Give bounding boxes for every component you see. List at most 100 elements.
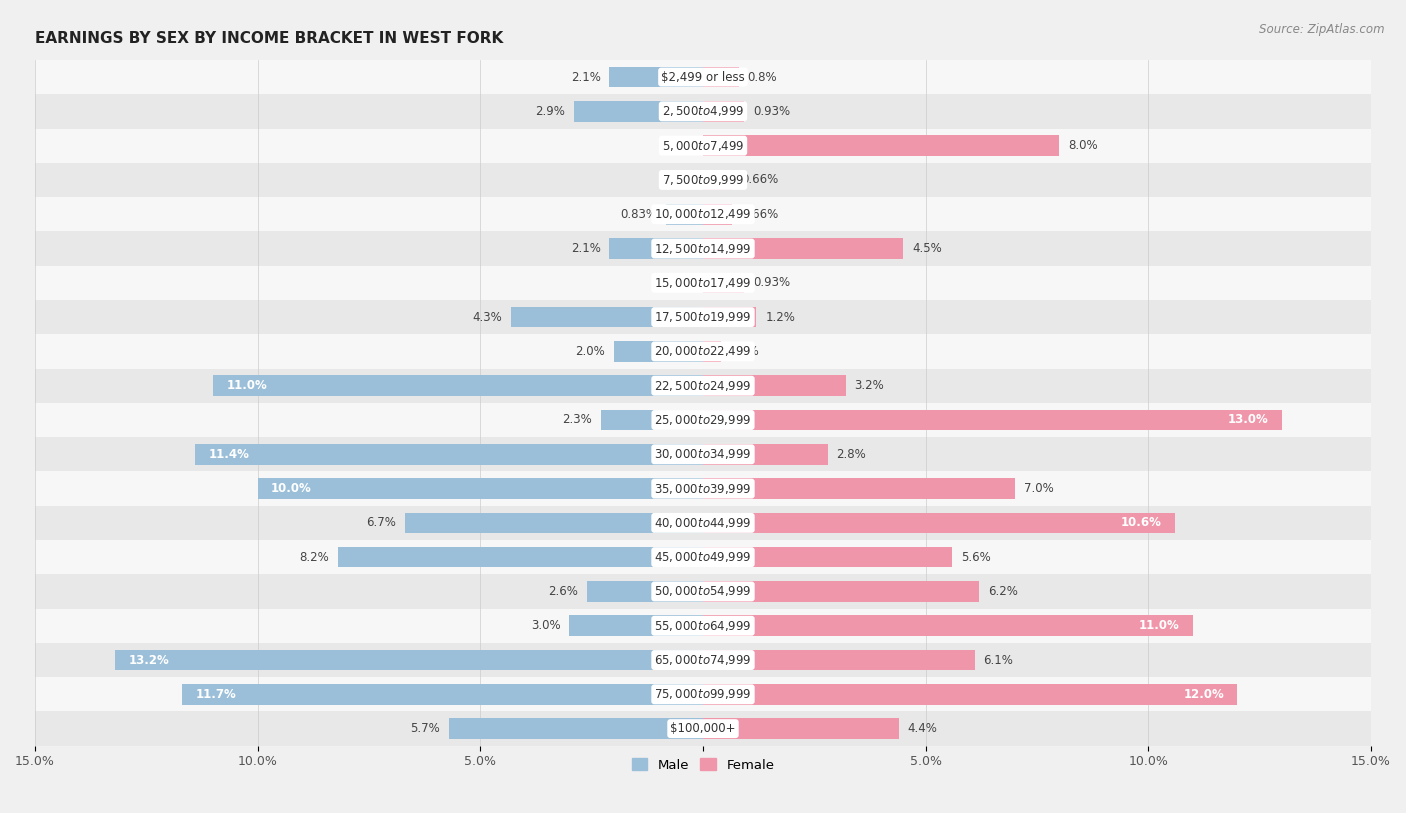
Bar <box>588 581 703 602</box>
Text: 5.7%: 5.7% <box>411 722 440 735</box>
Bar <box>35 368 1371 403</box>
Bar <box>35 643 1371 677</box>
Bar <box>405 512 703 533</box>
Bar <box>35 472 1371 506</box>
Bar <box>703 650 974 671</box>
Bar <box>35 540 1371 574</box>
Bar <box>35 574 1371 609</box>
Text: $22,500 to $24,999: $22,500 to $24,999 <box>654 379 752 393</box>
Text: $100,000+: $100,000+ <box>671 722 735 735</box>
Text: $2,500 to $4,999: $2,500 to $4,999 <box>662 104 744 119</box>
Text: 11.4%: 11.4% <box>208 448 249 461</box>
Text: 4.4%: 4.4% <box>908 722 938 735</box>
Text: 10.6%: 10.6% <box>1121 516 1161 529</box>
Text: 12.0%: 12.0% <box>1184 688 1225 701</box>
Bar <box>569 615 703 636</box>
Bar <box>703 719 898 739</box>
Text: 0.83%: 0.83% <box>620 208 657 221</box>
Text: 0.66%: 0.66% <box>741 208 779 221</box>
Text: 6.7%: 6.7% <box>366 516 395 529</box>
Bar <box>35 128 1371 163</box>
Bar <box>35 506 1371 540</box>
Text: $25,000 to $29,999: $25,000 to $29,999 <box>654 413 752 427</box>
Bar <box>609 238 703 259</box>
Bar <box>703 67 738 87</box>
Text: $65,000 to $74,999: $65,000 to $74,999 <box>654 653 752 667</box>
Bar <box>35 197 1371 232</box>
Text: 6.2%: 6.2% <box>988 585 1018 598</box>
Text: 10.0%: 10.0% <box>271 482 312 495</box>
Text: 8.2%: 8.2% <box>299 550 329 563</box>
Text: 2.6%: 2.6% <box>548 585 578 598</box>
Bar <box>703 376 845 396</box>
Bar <box>574 101 703 122</box>
Text: 3.0%: 3.0% <box>531 620 561 633</box>
Bar <box>35 334 1371 368</box>
Text: EARNINGS BY SEX BY INCOME BRACKET IN WEST FORK: EARNINGS BY SEX BY INCOME BRACKET IN WES… <box>35 31 503 46</box>
Bar <box>337 547 703 567</box>
Text: $5,000 to $7,499: $5,000 to $7,499 <box>662 139 744 153</box>
Bar <box>35 711 1371 746</box>
Bar <box>449 719 703 739</box>
Bar <box>35 266 1371 300</box>
Text: 0.66%: 0.66% <box>741 173 779 186</box>
Bar <box>703 170 733 190</box>
Bar <box>257 478 703 499</box>
Text: $50,000 to $54,999: $50,000 to $54,999 <box>654 585 752 598</box>
Bar <box>703 444 828 464</box>
Text: 6.1%: 6.1% <box>984 654 1014 667</box>
Bar <box>115 650 703 671</box>
Bar <box>35 163 1371 197</box>
Text: 2.1%: 2.1% <box>571 242 600 255</box>
Bar <box>703 512 1175 533</box>
Bar <box>35 60 1371 94</box>
Text: 13.2%: 13.2% <box>128 654 169 667</box>
Text: $15,000 to $17,499: $15,000 to $17,499 <box>654 276 752 289</box>
Text: $55,000 to $64,999: $55,000 to $64,999 <box>654 619 752 633</box>
Bar <box>703 547 952 567</box>
Bar <box>703 238 904 259</box>
Text: $40,000 to $44,999: $40,000 to $44,999 <box>654 516 752 530</box>
Text: 3.2%: 3.2% <box>855 379 884 392</box>
Text: 11.0%: 11.0% <box>226 379 267 392</box>
Bar <box>703 341 721 362</box>
Bar <box>214 376 703 396</box>
Text: $45,000 to $49,999: $45,000 to $49,999 <box>654 550 752 564</box>
Text: Source: ZipAtlas.com: Source: ZipAtlas.com <box>1260 23 1385 36</box>
Bar <box>35 300 1371 334</box>
Text: $2,499 or less: $2,499 or less <box>661 71 745 84</box>
Text: 0.0%: 0.0% <box>665 173 695 186</box>
Text: 1.2%: 1.2% <box>765 311 796 324</box>
Text: 0.93%: 0.93% <box>754 105 790 118</box>
Text: 13.0%: 13.0% <box>1227 414 1268 427</box>
Bar <box>181 684 703 705</box>
Bar <box>35 437 1371 472</box>
Text: $12,500 to $14,999: $12,500 to $14,999 <box>654 241 752 255</box>
Text: 2.0%: 2.0% <box>575 345 605 358</box>
Bar <box>512 307 703 328</box>
Bar <box>703 101 744 122</box>
Text: 2.8%: 2.8% <box>837 448 866 461</box>
Text: 4.5%: 4.5% <box>912 242 942 255</box>
Text: $7,500 to $9,999: $7,500 to $9,999 <box>662 173 744 187</box>
Bar <box>195 444 703 464</box>
Text: 2.1%: 2.1% <box>571 71 600 84</box>
Bar <box>703 204 733 224</box>
Bar <box>703 136 1059 156</box>
Text: 5.6%: 5.6% <box>962 550 991 563</box>
Text: 11.0%: 11.0% <box>1139 620 1180 633</box>
Text: 0.4%: 0.4% <box>730 345 759 358</box>
Text: $35,000 to $39,999: $35,000 to $39,999 <box>654 481 752 496</box>
Bar <box>35 232 1371 266</box>
Text: 2.3%: 2.3% <box>562 414 592 427</box>
Text: 8.0%: 8.0% <box>1069 139 1098 152</box>
Bar <box>703 615 1192 636</box>
Text: 0.93%: 0.93% <box>754 276 790 289</box>
Bar <box>35 677 1371 711</box>
Text: 0.0%: 0.0% <box>665 139 695 152</box>
Bar <box>609 67 703 87</box>
Legend: Male, Female: Male, Female <box>626 753 780 777</box>
Text: $30,000 to $34,999: $30,000 to $34,999 <box>654 447 752 461</box>
Bar <box>703 272 744 293</box>
Text: 0.0%: 0.0% <box>665 276 695 289</box>
